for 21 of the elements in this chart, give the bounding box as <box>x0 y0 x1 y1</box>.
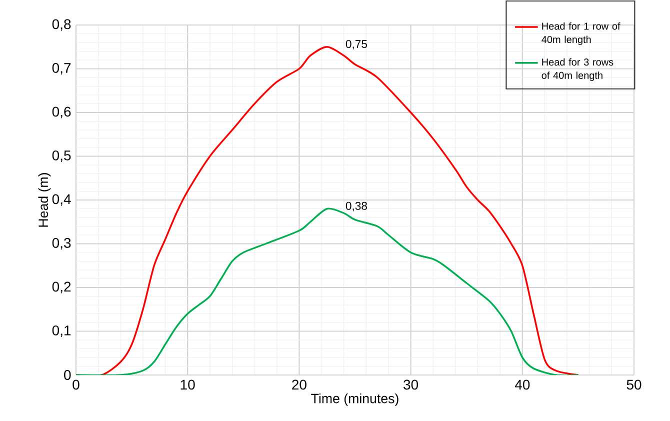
y-tick-label: 0,4 <box>52 194 71 206</box>
y-tick-label: 0,8 <box>52 19 71 31</box>
y-tick-label: 0,5 <box>52 150 71 162</box>
legend-label: Head for 3 rows of 40m length <box>542 58 614 81</box>
y-tick-label: 0,2 <box>52 282 71 294</box>
x-tick-label: 40 <box>514 380 530 390</box>
y-tick-label: 0,1 <box>52 325 71 338</box>
x-tick-label: 0 <box>72 380 80 390</box>
annotation: 0,38 <box>346 202 368 212</box>
x-tick-label: 50 <box>626 380 642 390</box>
x-tick-label: 10 <box>180 380 195 390</box>
x-tick-label: 20 <box>292 380 306 390</box>
y-tick-label: 0,7 <box>52 62 71 75</box>
y-axis-title: Head (m) <box>38 173 51 227</box>
annotation: 0,75 <box>346 40 368 50</box>
y-tick-label: 0,6 <box>52 106 71 118</box>
y-tick-label: 0,3 <box>52 238 71 250</box>
legend-label: Head for 1 row of 40m length <box>542 22 620 46</box>
x-axis-title: Time (minutes) <box>311 393 398 406</box>
y-tick-label: 0 <box>64 370 71 380</box>
x-tick-label: 30 <box>404 380 418 390</box>
